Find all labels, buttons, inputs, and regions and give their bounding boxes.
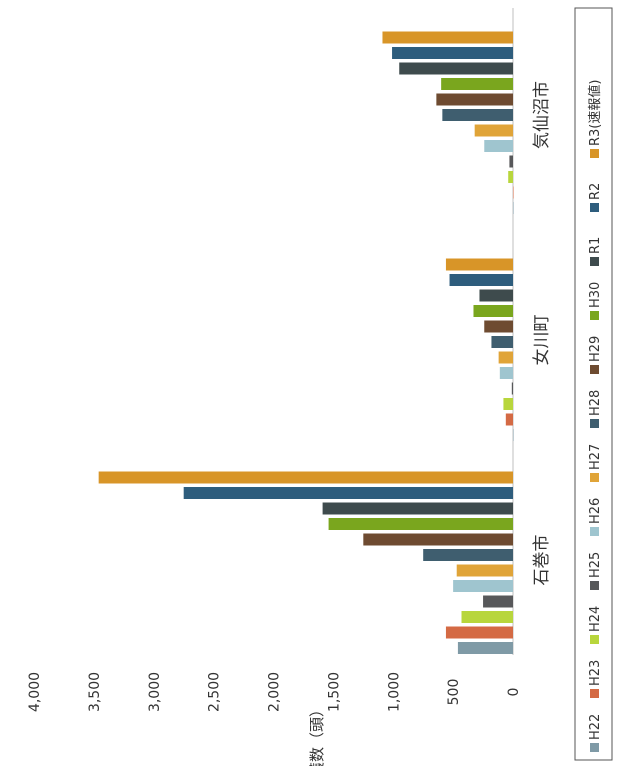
legend-label: H27	[588, 444, 603, 470]
bar	[474, 124, 513, 137]
bar	[498, 351, 513, 364]
value-axis-tick-label: 1,000	[386, 672, 402, 712]
legend-label: H22	[588, 714, 603, 740]
legend-swatch	[590, 419, 599, 428]
legend: H22 H23 H24 H25 H26 H27 H28 H29 H30 R1 R2 R3(速報値)	[587, 80, 603, 752]
legend-label: R2	[588, 183, 603, 200]
bar	[484, 320, 513, 333]
value-axis-tick-label: 2,000	[267, 672, 283, 712]
value-axis-title: 捕獲数（頭）	[308, 702, 326, 766]
legend-label: H26	[588, 498, 603, 524]
bar	[508, 171, 513, 183]
bar	[505, 413, 513, 426]
bar	[442, 109, 513, 121]
bar	[98, 471, 513, 484]
legend-swatch	[590, 257, 599, 266]
value-axis-tick-label: 0	[506, 688, 522, 697]
legend-swatch	[590, 581, 599, 590]
value-axis-tick-label: 3,500	[87, 672, 103, 712]
bar	[382, 31, 513, 44]
bar	[445, 626, 513, 639]
legend-swatch	[590, 203, 599, 212]
bar	[399, 62, 513, 75]
bar	[461, 611, 513, 623]
value-axis-tick-label: 3,000	[147, 672, 163, 712]
legend-swatch	[590, 311, 599, 320]
legend-label: H25	[588, 552, 603, 578]
value-axis-tick-label: 1,500	[326, 672, 342, 712]
legend-swatch	[590, 365, 599, 374]
bar	[363, 533, 513, 546]
bar	[322, 502, 513, 515]
bar	[392, 47, 513, 59]
legend-swatch	[590, 743, 599, 752]
legend-label: H28	[588, 390, 603, 416]
legend-swatch	[590, 149, 599, 158]
bar	[436, 93, 513, 106]
bar	[483, 595, 513, 608]
bar	[473, 305, 513, 317]
bar	[183, 487, 513, 499]
bar	[328, 518, 513, 530]
bar	[445, 258, 513, 271]
category-label: 石巻市	[532, 535, 552, 586]
bar	[423, 549, 513, 561]
legend-swatch	[590, 527, 599, 536]
legend-label: H30	[588, 282, 603, 308]
bar	[511, 382, 513, 395]
bar	[513, 429, 514, 441]
bar	[441, 78, 513, 90]
value-axis-tick-label: 4,000	[27, 672, 43, 712]
legend-swatch	[590, 635, 599, 644]
bar	[503, 398, 513, 410]
bar	[484, 140, 513, 152]
value-axis-tick-label: 500	[446, 679, 462, 706]
legend-label: H29	[588, 336, 603, 362]
bar	[453, 580, 513, 592]
value-axis-tick-label: 2,500	[207, 672, 223, 712]
legend-swatch	[590, 473, 599, 482]
bar	[491, 336, 513, 348]
legend-box	[574, 7, 613, 761]
bar	[456, 564, 513, 577]
category-label: 気仙沼市	[532, 81, 552, 149]
legend-label: R1	[588, 237, 603, 254]
bar	[513, 186, 514, 199]
bar	[449, 274, 513, 286]
legend-label: H23	[588, 660, 603, 686]
bar	[479, 289, 513, 302]
legend-label: H24	[588, 606, 603, 632]
bar	[457, 642, 513, 654]
legend-label: R3(速報値)	[587, 80, 603, 146]
bar	[499, 367, 513, 379]
category-label: 女川町	[532, 315, 552, 366]
legend-swatch	[590, 689, 599, 698]
bar	[509, 155, 513, 168]
bar	[513, 202, 514, 214]
